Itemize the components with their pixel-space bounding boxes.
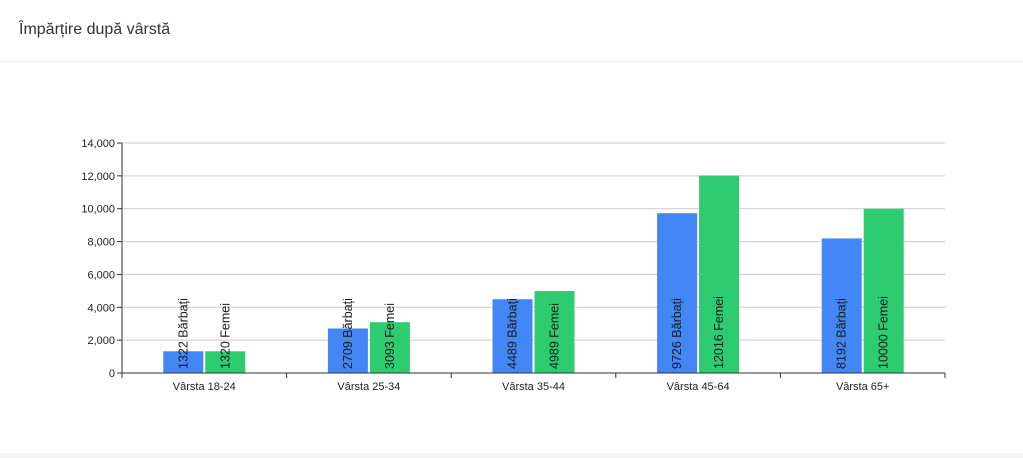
y-tick-label: 10,000	[81, 204, 115, 216]
data-label: 12016 Femei	[712, 296, 726, 369]
x-tick-label: Vârsta 35-44	[502, 381, 565, 393]
bar-series1	[369, 322, 410, 373]
data-label: 10000 Femei	[877, 296, 891, 369]
data-label: 4489 Bărbați	[506, 298, 520, 369]
bar-series0	[163, 351, 204, 373]
y-tick-label: 14,000	[81, 138, 115, 150]
y-tick-label: 12,000	[81, 171, 115, 183]
bar-series1	[534, 291, 575, 373]
bar-series1	[863, 208, 904, 373]
y-tick-label: 0	[109, 368, 115, 380]
data-label: 1320 Femei	[218, 303, 232, 369]
bar-series0	[657, 213, 698, 373]
data-label: 1322 Bărbați	[176, 298, 190, 369]
bar-series0	[821, 238, 862, 373]
bar-series0	[492, 299, 533, 373]
card-title: Împărțire după vârstă	[19, 21, 171, 38]
y-tick-label: 6,000	[87, 269, 115, 281]
x-tick-label: Vârsta 45-64	[667, 381, 730, 393]
bar-series1	[699, 175, 740, 373]
x-tick-label: Vârsta 25-34	[337, 381, 400, 393]
data-label: 2709 Bărbați	[341, 298, 355, 369]
bar-series0	[327, 328, 368, 373]
card-header: Împărțire după vârstă	[0, 0, 1023, 62]
y-tick-label: 8,000	[87, 237, 115, 249]
data-label: 3093 Femei	[383, 303, 397, 369]
bar-chart: 0 2,000 4,000 6,000 8,000 10,000 12,000 14,000 1…	[81, 138, 946, 393]
data-label: 4989 Femei	[548, 303, 562, 369]
data-label: 9726 Bărbați	[670, 298, 684, 369]
x-tick-label: Vârsta 65+	[836, 381, 890, 393]
y-tick-label: 4,000	[87, 302, 115, 314]
y-tick-label: 2,000	[87, 335, 115, 347]
bar-series1	[205, 351, 246, 373]
chart-container: 0 2,000 4,000 6,000 8,000 10,000 12,000 14,000 1…	[0, 62, 1023, 453]
x-tick-label: Vârsta 18-24	[173, 381, 236, 393]
data-label: 8192 Bărbați	[835, 298, 849, 369]
